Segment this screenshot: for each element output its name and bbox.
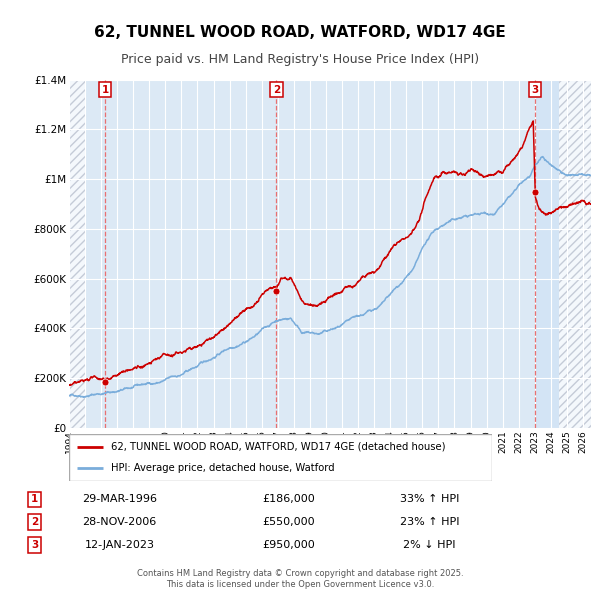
Text: HPI: Average price, detached house, Watford: HPI: Average price, detached house, Watf… — [112, 463, 335, 473]
Text: 3: 3 — [31, 540, 38, 550]
Text: 62, TUNNEL WOOD ROAD, WATFORD, WD17 4GE (detached house): 62, TUNNEL WOOD ROAD, WATFORD, WD17 4GE … — [112, 442, 446, 452]
Bar — [535, 80, 559, 428]
Text: 3: 3 — [532, 85, 539, 95]
Text: 2% ↓ HPI: 2% ↓ HPI — [403, 540, 456, 550]
Text: 28-NOV-2006: 28-NOV-2006 — [82, 517, 157, 527]
Text: 12-JAN-2023: 12-JAN-2023 — [85, 540, 155, 550]
Text: £186,000: £186,000 — [262, 494, 315, 504]
Text: £950,000: £950,000 — [262, 540, 315, 550]
Text: 1: 1 — [31, 494, 38, 504]
Text: £550,000: £550,000 — [262, 517, 315, 527]
Text: Price paid vs. HM Land Registry's House Price Index (HPI): Price paid vs. HM Land Registry's House … — [121, 53, 479, 65]
Text: 23% ↑ HPI: 23% ↑ HPI — [400, 517, 460, 527]
Bar — [69, 80, 85, 428]
Text: 62, TUNNEL WOOD ROAD, WATFORD, WD17 4GE: 62, TUNNEL WOOD ROAD, WATFORD, WD17 4GE — [94, 25, 506, 40]
Text: 2: 2 — [31, 517, 38, 527]
FancyBboxPatch shape — [69, 434, 492, 481]
Bar — [559, 80, 591, 428]
Text: 29-MAR-1996: 29-MAR-1996 — [82, 494, 157, 504]
Text: 33% ↑ HPI: 33% ↑ HPI — [400, 494, 460, 504]
Bar — [69, 80, 85, 428]
Text: 2: 2 — [273, 85, 280, 95]
Text: This data is licensed under the Open Government Licence v3.0.: This data is licensed under the Open Gov… — [166, 579, 434, 589]
Text: 1: 1 — [101, 85, 109, 95]
Text: Contains HM Land Registry data © Crown copyright and database right 2025.: Contains HM Land Registry data © Crown c… — [137, 569, 463, 578]
